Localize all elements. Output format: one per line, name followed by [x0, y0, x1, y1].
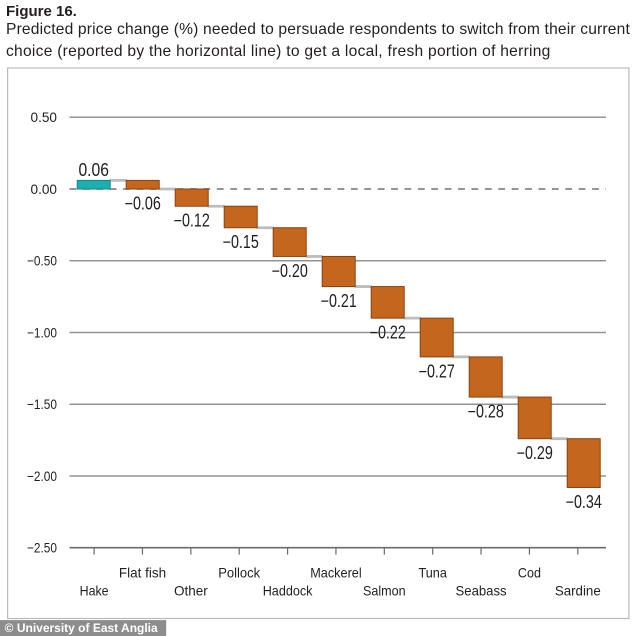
svg-text:Salmon: Salmon: [363, 583, 406, 599]
svg-text:−0.22: −0.22: [370, 323, 406, 343]
svg-text:−0.20: −0.20: [272, 261, 308, 281]
svg-text:Flat fish: Flat fish: [119, 564, 166, 580]
svg-text:−0.21: −0.21: [321, 291, 357, 311]
svg-text:−2.50: −2.50: [27, 540, 57, 556]
svg-text:−0.12: −0.12: [174, 211, 210, 231]
svg-text:0.00: 0.00: [31, 181, 58, 197]
svg-text:−0.15: −0.15: [223, 232, 259, 252]
svg-text:−0.34: −0.34: [566, 492, 602, 512]
svg-text:−0.50: −0.50: [27, 253, 57, 269]
svg-text:0.50: 0.50: [31, 109, 58, 125]
svg-text:−1.00: −1.00: [27, 324, 57, 340]
svg-text:Tuna: Tuna: [418, 564, 447, 580]
svg-text:Pollock: Pollock: [218, 564, 261, 580]
svg-text:Mackerel: Mackerel: [310, 564, 361, 580]
svg-text:0.06: 0.06: [78, 160, 109, 180]
svg-text:−0.27: −0.27: [419, 361, 455, 381]
svg-text:−0.28: −0.28: [468, 401, 504, 421]
svg-text:−0.06: −0.06: [125, 193, 161, 213]
svg-text:Hake: Hake: [80, 583, 109, 599]
svg-text:Seabass: Seabass: [456, 583, 507, 599]
svg-text:© University of East Anglia: © University of East Anglia: [5, 621, 158, 635]
svg-text:Sardine: Sardine: [555, 583, 601, 599]
svg-text:−1.50: −1.50: [27, 396, 57, 412]
svg-text:−2.00: −2.00: [27, 468, 57, 484]
svg-text:Haddock: Haddock: [263, 583, 314, 599]
svg-text:Cod: Cod: [518, 564, 541, 580]
svg-text:Other: Other: [174, 583, 208, 599]
svg-text:−0.29: −0.29: [517, 443, 553, 463]
